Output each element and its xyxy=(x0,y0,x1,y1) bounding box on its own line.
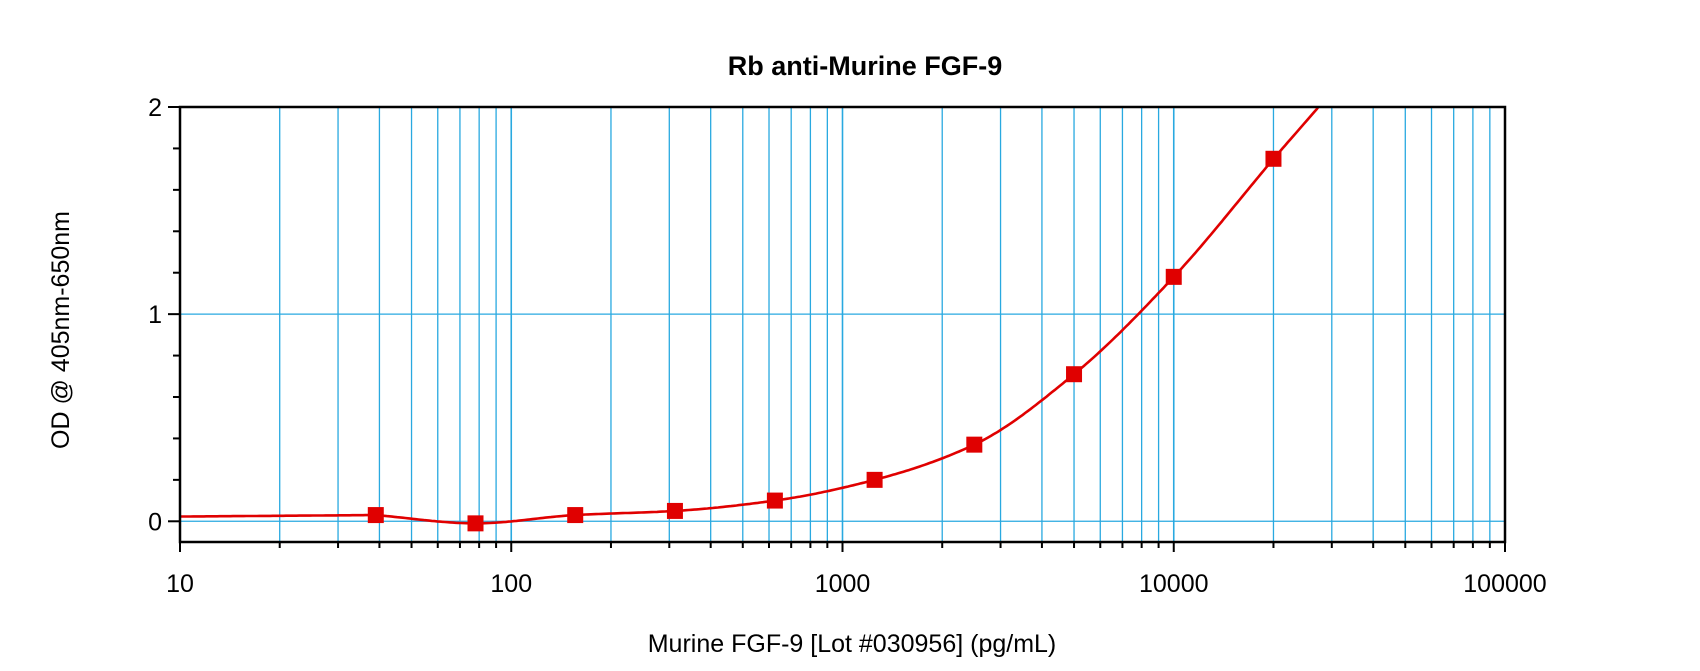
fit-curve-layer xyxy=(180,106,1320,525)
data-point xyxy=(666,502,683,519)
data-point xyxy=(966,436,983,453)
data-point xyxy=(567,507,584,524)
fit-curve xyxy=(180,106,1320,525)
chart-title: Rb anti-Murine FGF-9 xyxy=(728,51,1002,81)
grid xyxy=(180,107,1505,542)
x-tick-label: 100000 xyxy=(1463,570,1546,598)
data-point xyxy=(1066,366,1083,383)
data-point xyxy=(467,515,484,532)
x-axis-label: Murine FGF-9 [Lot #030956] (pg/mL) xyxy=(648,630,1057,658)
data-point xyxy=(367,507,384,524)
axes xyxy=(168,105,1507,552)
x-tick-label: 100 xyxy=(490,570,532,598)
y-tick-labels: 0 1 2 xyxy=(148,94,162,536)
y-tick-label: 1 xyxy=(148,301,162,329)
data-point xyxy=(1265,150,1282,167)
x-tick-labels: 10 100 1000 10000 100000 xyxy=(166,570,1547,598)
data-point xyxy=(1165,268,1182,285)
data-point xyxy=(766,492,783,509)
x-tick-label: 10 xyxy=(166,570,194,598)
data-points xyxy=(367,150,1282,532)
data-point xyxy=(866,471,883,488)
y-axis-label: OD @ 405nm-650nm xyxy=(47,211,75,449)
y-tick-label: 2 xyxy=(148,94,162,122)
y-tick-label: 0 xyxy=(148,508,162,536)
x-tick-label: 10000 xyxy=(1139,570,1209,598)
x-tick-label: 1000 xyxy=(815,570,871,598)
